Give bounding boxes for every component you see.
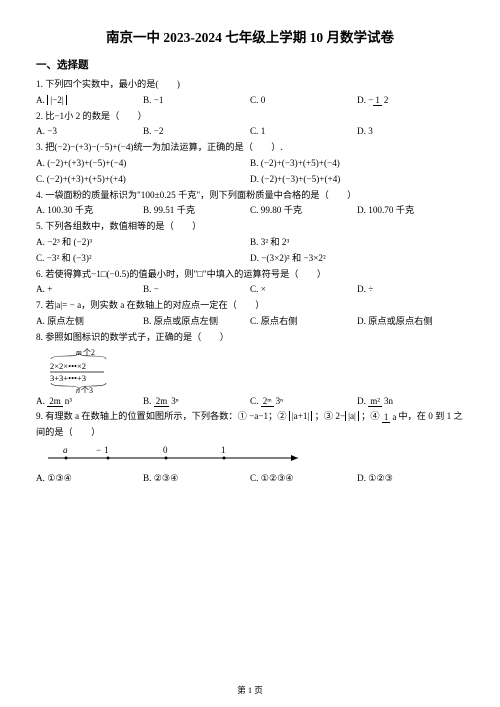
q1-C: C. 0 bbox=[250, 94, 357, 108]
q6-C: C. × bbox=[250, 283, 357, 297]
q9-D: D. ①②③ bbox=[357, 472, 464, 486]
q6-stem: 6. 若使得算式−1□(−0.5)的值最小时，则"□"中填入的运算符号是（ ） bbox=[36, 268, 464, 282]
q2-D: D. 3 bbox=[357, 125, 464, 139]
q6-A: A. + bbox=[36, 283, 143, 297]
q6-B: B. − bbox=[143, 283, 250, 297]
q7-B: B. 原点或原点左侧 bbox=[143, 315, 250, 329]
svg-text:−: − bbox=[96, 445, 101, 455]
q4-D: D. 100.70 千克 bbox=[357, 204, 464, 218]
q8-B: B. 2m3ⁿ bbox=[143, 395, 250, 409]
q7-A: A. 原点左侧 bbox=[36, 315, 143, 329]
q5-row1: A. −2³ 和 (−2)³ B. 3² 和 2³ bbox=[36, 236, 464, 250]
svg-text:1: 1 bbox=[104, 445, 109, 455]
exam-page: 南京一中 2023-2024 七年级上学期 10 月数学试卷 一、选择题 1. … bbox=[0, 0, 500, 707]
q3-B: B. (−2)+(−3)+(+5)+(−4) bbox=[250, 157, 464, 171]
q9-B: B. ②③④ bbox=[143, 472, 250, 486]
q9-C: C. ①②③④ bbox=[250, 472, 357, 486]
q3-stem: 3. 把(−2)−(+3)−(−5)+(−4)统一为加法运算，正确的是（ ）. bbox=[36, 141, 464, 155]
q4-options: A. 100.30 千克 B. 99.51 千克 C. 99.80 千克 D. … bbox=[36, 204, 464, 218]
q7-stem: 7. 若|a|= − a，则实数 a 在数轴上的对应点一定在（ ） bbox=[36, 299, 464, 313]
q2-options: A. −3 B. −2 C. 1 D. 3 bbox=[36, 125, 464, 139]
q6-options: A. + B. − C. × D. ÷ bbox=[36, 283, 464, 297]
q3-A: A. (−2)+(+3)+(−5)+(−4) bbox=[36, 157, 250, 171]
q5-D: D. −(3×2)² 和 −3×2² bbox=[250, 252, 464, 266]
q8-options: A. 2mn³ B. 2m3ⁿ C. 2ᵐ3ⁿ D. m²3n bbox=[36, 395, 464, 409]
q5-stem: 5. 下列各组数中，数值相等的是（ ） bbox=[36, 220, 464, 234]
svg-text:0: 0 bbox=[163, 445, 168, 455]
q1-A: A. |−2| bbox=[36, 94, 143, 108]
q1-stem: 1. 下列四个实数中，最小的是( ) bbox=[36, 78, 464, 92]
number-line-svg: a −1 0 1 bbox=[48, 443, 308, 469]
q1-D: D. −12 bbox=[357, 94, 464, 108]
section-heading: 一、选择题 bbox=[36, 58, 464, 74]
q2-C: C. 1 bbox=[250, 125, 357, 139]
q4-A: A. 100.30 千克 bbox=[36, 204, 143, 218]
q9-stem: 9. 有理数 a 在数轴上的位置如图所示，下列各数：① −a−1；② |a+1|… bbox=[36, 410, 464, 424]
q2-B: B. −2 bbox=[143, 125, 250, 139]
brace-figure: m 个2 2×2×•••×2 3+3+•••+3 n 个3 bbox=[46, 347, 126, 393]
q7-D: D. 原点或原点右侧 bbox=[357, 315, 464, 329]
q1-B: B. −1 bbox=[143, 94, 250, 108]
svg-text:m: m bbox=[76, 348, 82, 357]
q4-B: B. 99.51 千克 bbox=[143, 204, 250, 218]
q9-A: A. ①③④ bbox=[36, 472, 143, 486]
svg-text:1: 1 bbox=[221, 445, 226, 455]
q2-A: A. −3 bbox=[36, 125, 143, 139]
q8-figure: m 个2 2×2×•••×2 3+3+•••+3 n 个3 bbox=[46, 347, 464, 393]
q8-stem: 8. 参照如图标识的数学式子，正确的是（ ） bbox=[36, 331, 464, 345]
q1-options: A. |−2| B. −1 C. 0 D. −12 bbox=[36, 94, 464, 108]
q6-D: D. ÷ bbox=[357, 283, 464, 297]
q8-A: A. 2mn³ bbox=[36, 395, 143, 409]
q2-stem: 2. 比−1小 2 的数是（ ） bbox=[36, 110, 464, 124]
q8-D: D. m²3n bbox=[357, 395, 464, 409]
q7-C: C. 原点右侧 bbox=[250, 315, 357, 329]
q3-row1: A. (−2)+(+3)+(−5)+(−4) B. (−2)+(−3)+(+5)… bbox=[36, 157, 464, 171]
q3-row2: C. (−2)+(+3)+(+5)+(+4) D. (−2)+(−3)+(−5)… bbox=[36, 173, 464, 187]
q5-C: C. −3² 和 (−3)² bbox=[36, 252, 250, 266]
q9-options: A. ①③④ B. ②③④ C. ①②③④ D. ①②③ bbox=[36, 472, 464, 486]
q3-C: C. (−2)+(+3)+(+5)+(+4) bbox=[36, 173, 250, 187]
svg-text:个3: 个3 bbox=[81, 386, 93, 393]
q9-numberline: a −1 0 1 bbox=[48, 443, 464, 469]
q5-row2: C. −3² 和 (−3)² D. −(3×2)² 和 −3×2² bbox=[36, 252, 464, 266]
q8-C: C. 2ᵐ3ⁿ bbox=[250, 395, 357, 409]
q7-options: A. 原点左侧 B. 原点或原点左侧 C. 原点右侧 D. 原点或原点右侧 bbox=[36, 315, 464, 329]
page-title: 南京一中 2023-2024 七年级上学期 10 月数学试卷 bbox=[36, 28, 464, 48]
svg-text:n: n bbox=[76, 386, 80, 393]
svg-text:3+3+•••+3: 3+3+•••+3 bbox=[50, 373, 86, 383]
q3-D: D. (−2)+(−3)+(−5)+(+4) bbox=[250, 173, 464, 187]
q9-stem2: 间的是（ ） bbox=[36, 426, 464, 440]
q4-stem: 4. 一袋面粉的质量标识为"100±0.25 千克"，则下列面粉质量中合格的是（… bbox=[36, 189, 464, 203]
abs-expr: |−2| bbox=[47, 95, 66, 105]
page-footer: 第 1 页 bbox=[0, 684, 500, 697]
q5-A: A. −2³ 和 (−2)³ bbox=[36, 236, 250, 250]
svg-text:2×2×•••×2: 2×2×•••×2 bbox=[50, 361, 86, 371]
q4-C: C. 99.80 千克 bbox=[250, 204, 357, 218]
nl-a: a bbox=[63, 445, 68, 455]
q5-B: B. 3² 和 2³ bbox=[250, 236, 464, 250]
